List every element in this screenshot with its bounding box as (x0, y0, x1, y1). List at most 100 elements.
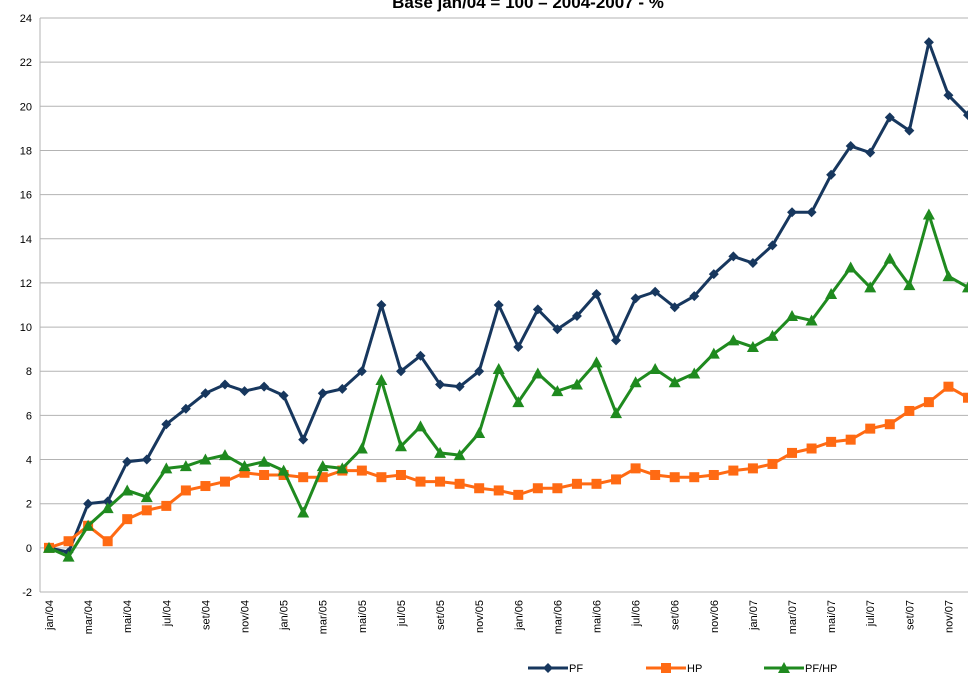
y-tick-label: 4 (26, 455, 32, 467)
point (82, 519, 95, 531)
point (825, 287, 838, 299)
x-tick-label: jul/05 (396, 600, 408, 627)
y-tick-label: 10 (20, 322, 32, 334)
point (865, 147, 876, 158)
point (414, 420, 427, 432)
point (62, 550, 75, 562)
point (845, 141, 856, 152)
series: HP (44, 381, 968, 675)
point (943, 381, 954, 392)
point (316, 460, 329, 472)
point (611, 335, 622, 346)
point (669, 302, 680, 313)
point (512, 396, 525, 408)
point (513, 489, 524, 500)
x-tick-label: set/06 (670, 600, 682, 630)
point (746, 340, 759, 352)
point (826, 436, 837, 447)
y-tick-label: 12 (20, 278, 32, 290)
point (141, 454, 152, 465)
series: PF/HP (43, 208, 968, 675)
point (415, 476, 426, 487)
point (963, 392, 968, 403)
x-tick-label: mar/06 (552, 600, 564, 634)
series: PF (44, 36, 968, 675)
x-tick-label: jan/05 (279, 600, 291, 631)
point (943, 90, 954, 101)
point (630, 463, 641, 474)
point (845, 434, 856, 445)
point (63, 536, 74, 547)
point (101, 502, 114, 514)
point (277, 464, 290, 476)
point (473, 427, 486, 439)
point (571, 478, 582, 489)
x-tick-label: jul/07 (865, 600, 877, 627)
y-tick-label: 2 (26, 499, 32, 511)
point (570, 378, 583, 390)
point (864, 281, 877, 293)
point (161, 419, 172, 430)
point (355, 442, 368, 454)
point (610, 407, 623, 419)
x-tick-label: jan/04 (44, 600, 56, 631)
point (493, 300, 504, 310)
point (787, 447, 798, 458)
point (903, 279, 916, 291)
point (629, 376, 642, 388)
y-tick-label: 22 (20, 57, 32, 69)
point (199, 453, 212, 465)
x-tick-label: jul/06 (631, 600, 643, 627)
point (395, 469, 406, 480)
point (454, 478, 465, 489)
point (630, 293, 641, 304)
point (376, 472, 387, 483)
point (435, 476, 446, 487)
point (415, 350, 426, 361)
x-tick-label: set/07 (904, 600, 916, 630)
x-tick-label: set/05 (435, 600, 447, 630)
point (239, 386, 250, 397)
x-tick-label: jan/07 (748, 600, 760, 631)
point (611, 474, 622, 485)
point (298, 472, 309, 483)
point (219, 379, 230, 390)
point (141, 505, 152, 516)
legend-marker (543, 663, 553, 673)
point (922, 208, 935, 220)
point (278, 390, 289, 401)
y-tick-label: 24 (20, 13, 32, 25)
point (102, 536, 113, 547)
legend-label: HP (687, 663, 702, 675)
point (140, 491, 153, 503)
point (180, 403, 191, 414)
point (551, 385, 564, 397)
y-tick-label: 0 (26, 543, 32, 555)
point (707, 347, 720, 359)
x-tick-label: nov/04 (240, 600, 252, 633)
point (844, 261, 857, 273)
point (787, 207, 798, 218)
y-tick-label: -2 (22, 587, 32, 599)
y-tick-label: 16 (20, 190, 32, 202)
point (532, 483, 543, 494)
point (356, 366, 367, 377)
point (708, 469, 719, 480)
point (474, 366, 485, 377)
y-tick-label: 8 (26, 366, 32, 378)
point (161, 500, 172, 511)
point (689, 291, 700, 302)
x-tick-label: mar/04 (83, 600, 95, 634)
point (238, 460, 251, 472)
point (336, 462, 349, 474)
point (356, 465, 367, 476)
point (650, 469, 661, 480)
series-line (48, 36, 968, 555)
point (552, 483, 563, 494)
point (747, 258, 758, 269)
point (571, 311, 582, 322)
x-tick-label: mai/06 (591, 600, 603, 633)
x-tick-label: nov/06 (709, 600, 721, 633)
point (121, 484, 134, 496)
